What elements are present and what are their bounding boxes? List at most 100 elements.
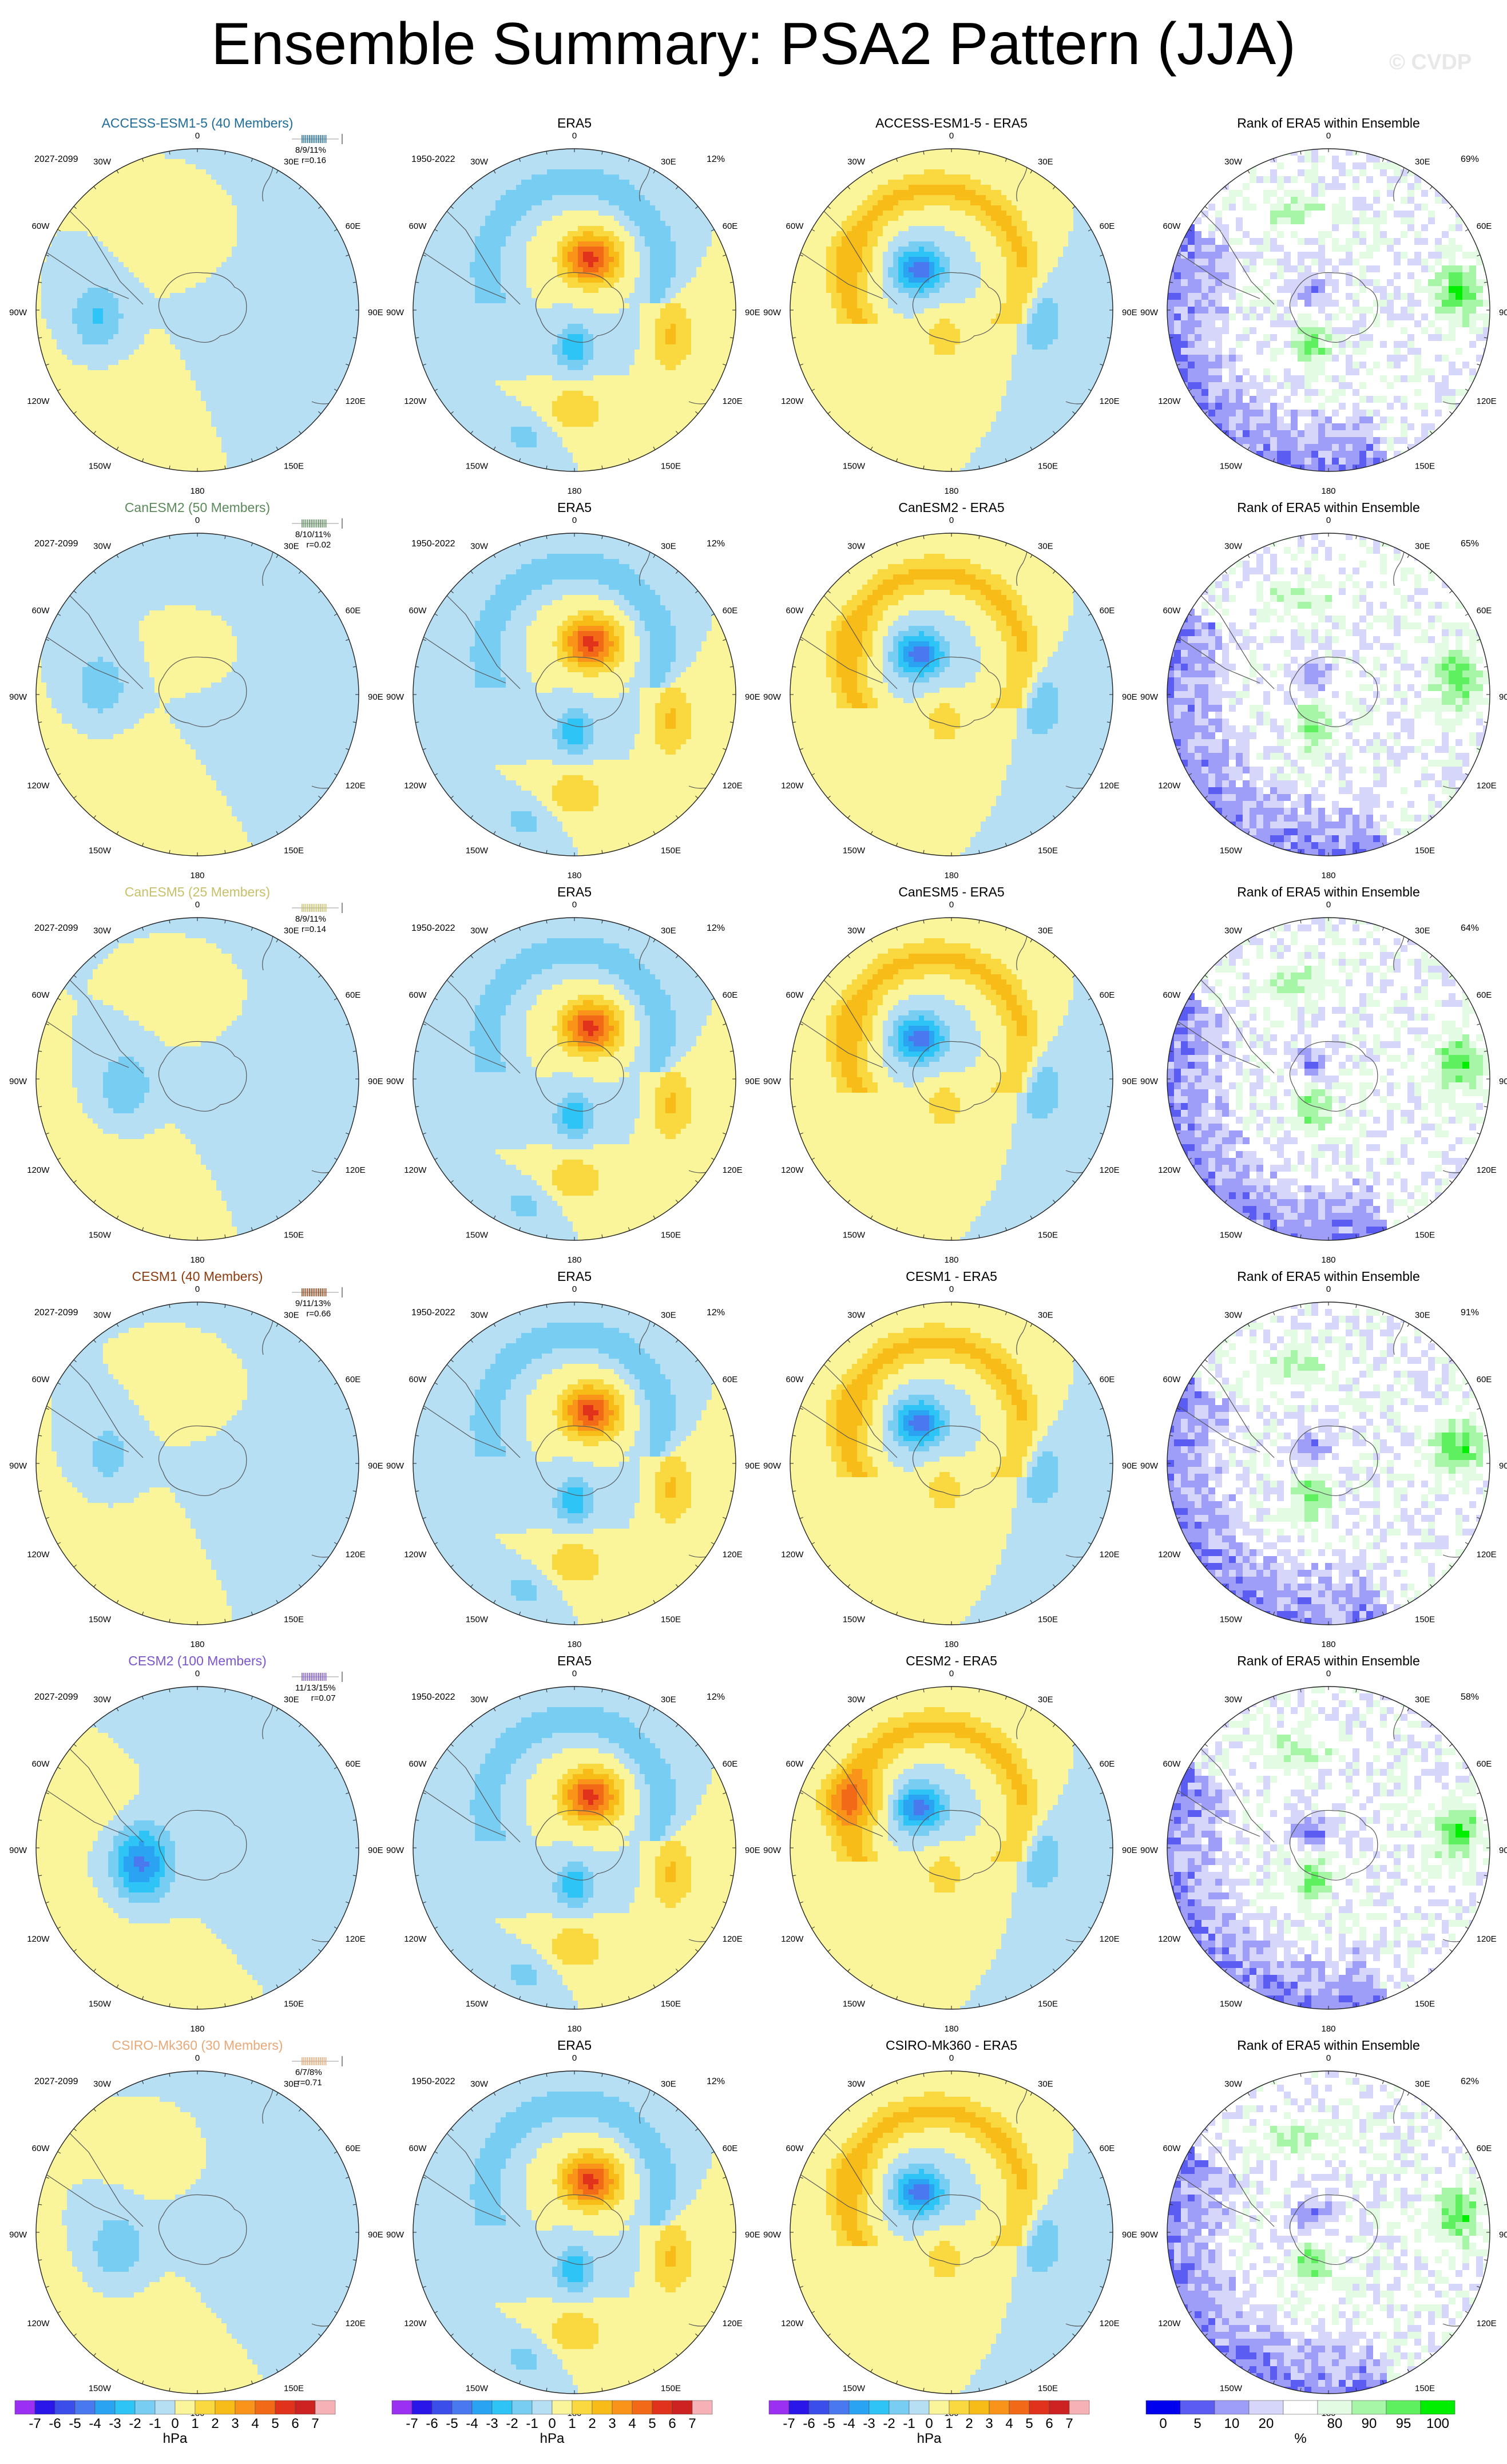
grid-label-right-r5c1: 90E xyxy=(745,2230,760,2240)
grid-label-lower-right-2-r0c3: 150E xyxy=(1415,462,1435,471)
grid-label-left-r4c1: 90W xyxy=(386,1846,404,1855)
grid-label-top-r3c0: 0 xyxy=(195,1285,200,1294)
colorbar-tick: 20 xyxy=(1259,2416,1274,2431)
grid-label-upper-left-1-r3c0: 30W xyxy=(93,1310,112,1320)
grid-label-bottom-r0c2: 180 xyxy=(944,486,958,496)
grid-label-upper-left-1-r0c1: 30W xyxy=(470,157,489,166)
grid-label-lower-left-2-r0c2: 150W xyxy=(843,462,866,471)
grid-label-top-r3c1: 0 xyxy=(572,1285,577,1294)
period-label: 2027-2099 xyxy=(34,1308,78,1318)
grid-label-lower-left-1-r4c3: 120W xyxy=(1158,1934,1181,1944)
period-label: 1950-2022 xyxy=(411,923,455,934)
colorbar-tick: -3 xyxy=(863,2416,875,2431)
colorbar-tick: 95 xyxy=(1396,2416,1411,2431)
grid-label-left-r3c0: 90W xyxy=(9,1461,27,1471)
grid-label-bottom-r2c3: 180 xyxy=(1321,1255,1335,1265)
grid-label-right-r3c0: 90E xyxy=(368,1461,383,1471)
colorbar-tick: -5 xyxy=(446,2416,458,2431)
era5-title: ERA5 xyxy=(386,499,763,516)
grid-label-right-r5c3: 90E xyxy=(1499,2230,1507,2240)
grid-label-lower-left-1-r2c2: 120W xyxy=(781,1165,804,1175)
grid-label-upper-left-1-r3c3: 30W xyxy=(1224,1310,1243,1320)
grid-label-upper-left-1-r5c1: 30W xyxy=(470,2079,489,2089)
grid-label-upper-left-1-r0c3: 30W xyxy=(1224,157,1243,166)
grid-label-right-r5c0: 90E xyxy=(368,2230,383,2240)
grid-label-lower-left-2-r5c3: 150W xyxy=(1220,2384,1243,2394)
grid-label-left-r1c2: 90W xyxy=(763,692,782,702)
grid-label-lower-right-2-r5c2: 150E xyxy=(1038,2384,1058,2394)
grid-label-upper-left-2-r5c0: 60W xyxy=(32,2144,50,2153)
grid-label-lower-left-1-r1c1: 120W xyxy=(404,781,427,791)
panel-diff-row-5: CESM2 - ERA5 0 30E 60E 90E 120E 150E 180 150W 120… xyxy=(763,1652,1140,2034)
colorbar-swatch xyxy=(275,2400,295,2414)
panel-rank-row-1: Rank of ERA5 within Ensemble030E60E90E12… xyxy=(1140,114,1507,497)
grid-label-lower-right-1-r3c0: 120E xyxy=(346,1550,366,1560)
grid-label-lower-left-1-r1c2: 120W xyxy=(781,781,804,791)
grid-label-bottom-r1c3: 180 xyxy=(1321,871,1335,880)
grid-label-upper-right-1-r4c2: 30E xyxy=(1038,1695,1053,1704)
colorbar-tick: 100 xyxy=(1426,2416,1449,2431)
panel-model-row-1: ACCESS-ESM1-5 (40 Members) 0 30E 60E 90E 120E… xyxy=(9,114,386,497)
grid-label-right-r3c1: 90E xyxy=(745,1461,760,1471)
colorbar-tick: -1 xyxy=(149,2416,161,2431)
grid-label-upper-right-2-r1c1: 60E xyxy=(723,606,738,616)
colorbar-swatch xyxy=(1180,2400,1215,2414)
colorbar-swatch xyxy=(692,2400,712,2414)
grid-label-lower-left-2-r4c1: 150W xyxy=(466,1999,489,2009)
stats-percentiles: 11/13/15% xyxy=(295,1683,336,1693)
grid-label-upper-left-2-r0c0: 60W xyxy=(32,221,50,231)
colorbar-tick: -7 xyxy=(406,2416,418,2431)
grid-label-lower-right-2-r0c1: 150E xyxy=(661,462,681,471)
panel-diff-row-3: CanESM5 - ERA5 0 30E 60E 90E 120E 150E 180 150W 1… xyxy=(763,883,1140,1265)
colorbar-swatch xyxy=(1069,2400,1089,2414)
grid-label-lower-right-1-r3c2: 120E xyxy=(1100,1550,1120,1560)
grid-label-upper-left-2-r1c1: 60W xyxy=(409,606,427,616)
grid-label-lower-left-2-r2c2: 150W xyxy=(843,1231,866,1240)
era5-title: ERA5 xyxy=(386,114,763,132)
grid-label-lower-right-2-r5c3: 150E xyxy=(1415,2384,1435,2394)
grid-label-bottom-r4c0: 180 xyxy=(190,2024,204,2034)
grid-label-lower-right-1-r4c0: 120E xyxy=(346,1934,366,1944)
grid-label-upper-right-2-r3c2: 60E xyxy=(1100,1375,1115,1384)
grid-label-upper-right-1-r5c3: 30E xyxy=(1415,2079,1430,2089)
rank-title: Rank of ERA5 within Ensemble xyxy=(1140,883,1507,900)
grid-label-upper-right-1-r1c2: 30E xyxy=(1038,541,1053,551)
grid-label-top-r0c0: 0 xyxy=(195,132,200,141)
colorbar-swatch xyxy=(849,2400,869,2414)
grid-label-lower-right-2-r1c2: 150E xyxy=(1038,846,1058,856)
grid-label-right-r4c0: 90E xyxy=(368,1846,383,1855)
grid-label-lower-right-2-r3c1: 150E xyxy=(661,1615,681,1625)
grid-label-left-r2c2: 90W xyxy=(763,1077,782,1086)
grid-label-bottom-r1c0: 180 xyxy=(190,871,204,880)
colorbar-swatch xyxy=(215,2400,235,2414)
colorbar-swatch xyxy=(672,2400,692,2414)
grid-label-top-r4c2: 0 xyxy=(949,1669,954,1679)
colorbar-swatch xyxy=(1009,2400,1029,2414)
grid-label-lower-left-1-r0c2: 120W xyxy=(781,396,804,406)
colorbar-swatch xyxy=(452,2400,472,2414)
panel-diff-row-2: CanESM2 - ERA5 0 30E 60E 90E 120E 150E 180 150W 1… xyxy=(763,499,1140,881)
grid-label-lower-right-1-r0c1: 120E xyxy=(723,396,743,406)
grid-label-top-r0c1: 0 xyxy=(572,132,577,141)
colorbar-swatch xyxy=(35,2400,55,2414)
rank-title: Rank of ERA5 within Ensemble xyxy=(1140,1652,1507,1669)
grid-label-bottom-r1c1: 180 xyxy=(567,871,581,880)
colorbar-tick: 4 xyxy=(1005,2416,1013,2431)
grid-label-lower-right-1-r5c0: 120E xyxy=(346,2319,366,2328)
grid-label-lower-right-2-r5c1: 150E xyxy=(661,2384,681,2394)
panel-diff-row-4: CESM1 - ERA5 0 30E 60E 90E 120E 150E 180 150W 120… xyxy=(763,1268,1140,1650)
grid-label-left-r0c3: 90W xyxy=(1140,308,1159,318)
rank-title: Rank of ERA5 within Ensemble xyxy=(1140,114,1507,132)
stats-correlation: r=0.71 xyxy=(295,2078,322,2088)
grid-label-upper-right-2-r4c1: 60E xyxy=(723,1759,738,1769)
grid-label-upper-left-2-r1c2: 60W xyxy=(786,606,804,616)
grid-label-lower-right-2-r4c2: 150E xyxy=(1038,1999,1058,2009)
panel-obs-row-1: ERA5 0 30E 60E 90E 120E 150E 180 150W 120W 90W 60W 3… xyxy=(386,114,763,497)
difference-title: CanESM2 - ERA5 xyxy=(763,499,1140,516)
grid-label-lower-left-2-r1c0: 150W xyxy=(89,846,112,856)
grid-label-upper-right-1-r4c3: 30E xyxy=(1415,1695,1430,1704)
grid-label-upper-right-1-r1c1: 30E xyxy=(661,541,676,551)
